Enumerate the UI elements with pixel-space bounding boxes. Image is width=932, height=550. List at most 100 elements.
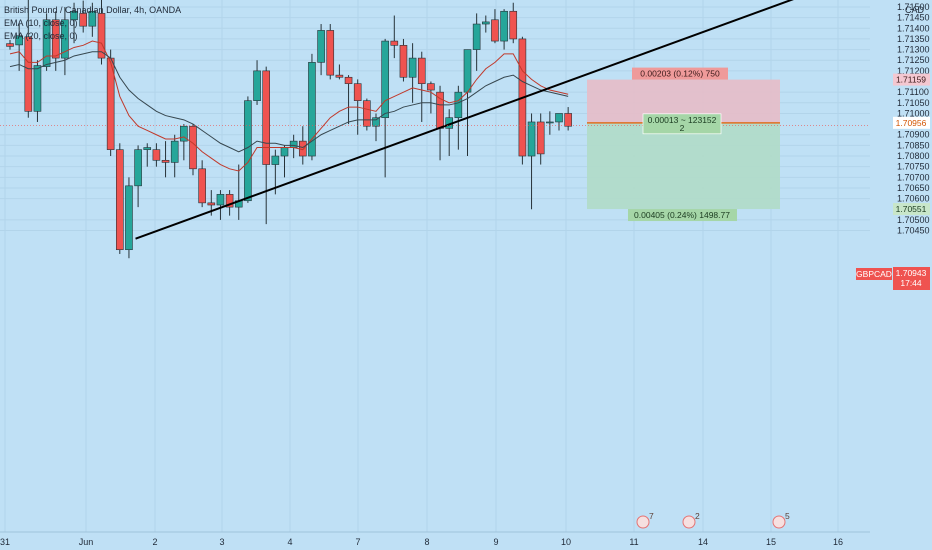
candle-body <box>207 202 216 206</box>
candle-body <box>363 100 371 127</box>
candle-body <box>116 149 124 251</box>
candle-body <box>61 19 69 59</box>
countdown-tag: 17:44 <box>900 278 922 288</box>
stop-label-box <box>628 209 737 222</box>
price-axis-label: 1.70700 <box>897 172 930 182</box>
price-axis-label: 1.71450 <box>897 13 930 23</box>
candle <box>399 38 408 82</box>
price-axis-label: 1.71250 <box>897 55 930 65</box>
candle <box>170 134 179 178</box>
candle-body <box>546 121 554 124</box>
price-axis-label: 1.71400 <box>897 23 930 33</box>
candle-body <box>436 91 444 129</box>
entry-label-box <box>642 113 722 135</box>
price-tag-entry-box <box>893 116 930 129</box>
candle-body <box>317 30 325 63</box>
time-axis-label: 9 <box>493 537 498 547</box>
price-axis-label: 1.70450 <box>897 226 930 236</box>
event-count: 2 <box>695 511 700 521</box>
candle-body <box>335 74 344 78</box>
candle-body <box>51 19 60 59</box>
candle-body <box>280 147 289 157</box>
candle <box>189 124 197 176</box>
candle-body <box>491 19 499 42</box>
time-axis-label: 4 <box>287 537 292 547</box>
candle <box>308 53 316 161</box>
candle <box>33 60 42 122</box>
candle-body <box>381 40 389 119</box>
time-axis-label: 10 <box>561 537 571 547</box>
target-label-box <box>632 67 728 80</box>
candle <box>408 43 417 103</box>
event-count: 5 <box>785 511 790 521</box>
candle <box>564 107 572 131</box>
candle <box>79 0 87 33</box>
candle-body <box>161 159 170 163</box>
candle-body <box>399 45 408 78</box>
price-axis-label: 1.71100 <box>897 87 929 97</box>
candle <box>152 143 161 167</box>
price-tag-target-box <box>893 73 930 86</box>
candle <box>390 15 399 59</box>
candle <box>481 15 490 33</box>
target-label: 0.00203 (0.12%) 750 <box>640 69 720 79</box>
candle-body <box>262 70 271 165</box>
candle <box>555 113 563 131</box>
entry-label: 0.00013 ~ 123152 <box>648 115 717 125</box>
candle-body <box>481 21 490 25</box>
candle-body <box>198 168 206 204</box>
candle <box>326 24 335 80</box>
price-axis-label: 1.70600 <box>897 194 930 204</box>
candle <box>500 9 508 50</box>
candle <box>51 11 60 71</box>
price-axis-label: 1.70650 <box>897 183 930 193</box>
time-axis-label: 14 <box>698 537 708 547</box>
candle-body <box>472 23 481 50</box>
legend-symbol: British Pound / Canadian Dollar, 4h, OAN… <box>4 5 182 15</box>
price-tag-stop: 1.70551 <box>896 204 927 214</box>
candle-body <box>527 121 536 157</box>
price-axis-label: 1.71200 <box>897 66 930 76</box>
candle <box>417 51 426 122</box>
trendline <box>135 0 794 240</box>
candle-body <box>170 140 179 163</box>
candle-body <box>390 40 399 46</box>
candle-body <box>427 83 435 91</box>
ema20-line <box>9 51 569 153</box>
candle <box>15 24 23 71</box>
candle-body <box>42 19 51 67</box>
candle-body <box>189 125 197 170</box>
price-axis-label: 1.70900 <box>897 130 930 140</box>
time-axis-label: 31 <box>0 537 10 547</box>
price-axis-label: 1.71050 <box>897 98 930 108</box>
candle <box>381 38 389 178</box>
candle-body <box>271 155 280 165</box>
time-axis-label: 16 <box>833 537 843 547</box>
candle <box>24 0 33 118</box>
candle <box>546 111 554 135</box>
candle <box>125 177 133 259</box>
ema10-line <box>9 40 569 172</box>
candle <box>143 143 152 167</box>
candle-body <box>536 121 545 155</box>
candle-body <box>88 10 97 27</box>
candle-body <box>454 91 463 119</box>
candle-body <box>408 57 417 78</box>
candle-body <box>180 125 188 142</box>
candle <box>509 2 518 44</box>
candle <box>335 64 344 80</box>
legend-ema20[interactable]: EMA (20, close, 0) <box>4 31 78 41</box>
candle <box>216 190 225 220</box>
stop-zone <box>587 122 780 210</box>
legend-ema10[interactable]: EMA (10, close, 0) <box>4 18 78 28</box>
candle <box>372 113 380 142</box>
candle <box>527 113 536 210</box>
time-axis-label: Jun <box>79 537 94 547</box>
candle-body <box>344 76 353 84</box>
event-icon <box>682 515 696 529</box>
candle <box>253 60 261 105</box>
candle <box>116 143 124 254</box>
candle-body <box>152 149 161 161</box>
symbol-tag-box <box>856 268 892 280</box>
